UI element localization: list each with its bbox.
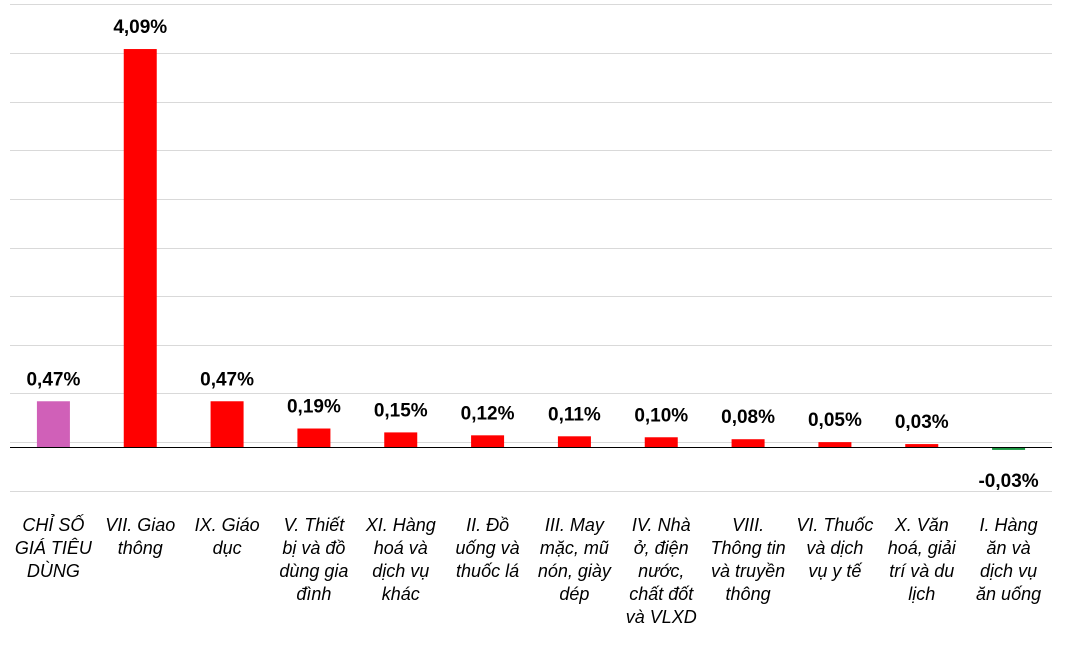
category-label: X. Văn hoá, giải trí và du lịch: [888, 515, 957, 604]
bar: [992, 447, 1026, 450]
data-label: 0,11%: [548, 404, 601, 425]
bar: [818, 442, 852, 447]
category-label: I. Hàng ăn và dịch vụ ăn uống: [976, 515, 1041, 604]
data-label: 0,10%: [634, 405, 688, 426]
data-label: -0,03%: [978, 471, 1038, 492]
bar: [557, 436, 591, 447]
bar: [471, 435, 505, 447]
data-label: 0,19%: [287, 397, 341, 418]
gridlines: [10, 4, 1052, 492]
category-label: XI. Hàng hoá và dịch vụ khác: [365, 515, 436, 604]
bar: [384, 432, 418, 447]
category-label: IV. Nhà ở, điện nước, chất đốt và VLXD: [626, 515, 697, 627]
category-label: VII. Giao thông: [105, 515, 175, 558]
bar: [731, 439, 765, 447]
category-label: VI. Thuốc và dịch vụ y tế: [796, 515, 873, 581]
data-label: 0,08%: [721, 407, 775, 428]
bar: [297, 428, 331, 447]
bar: [644, 437, 678, 447]
category-label: III. May mặc, mũ nón, giày dép: [538, 515, 612, 604]
category-label: VIII. Thông tin và truyền thông: [711, 515, 786, 604]
data-label: 0,05%: [808, 410, 862, 431]
category-label: II. Đồ uống và thuốc lá: [456, 515, 520, 581]
bar: [210, 401, 244, 447]
data-label: 0,15%: [374, 400, 428, 421]
category-label: IX. Giáo dục: [195, 515, 260, 558]
data-label: 0,47%: [26, 369, 80, 390]
data-label: 0,47%: [200, 369, 254, 390]
category-labels: CHỈ SỐ GIÁ TIÊU DÙNG VII. Giao thông IX. Giáo…: [15, 514, 1041, 627]
value-labels: 0,47% 4,09% 0,47% 0,19% 0,15% 0,12% 0,11% 0,10%…: [26, 17, 1038, 492]
bar: [36, 401, 70, 447]
data-label: 0,03%: [895, 412, 949, 433]
bar: [905, 444, 939, 447]
bars: [36, 49, 1026, 450]
category-label: CHỈ SỐ GIÁ TIÊU DÙNG: [15, 514, 93, 581]
data-label: 4,09%: [113, 17, 167, 38]
bar: [123, 49, 157, 447]
category-label: V. Thiết bị và đồ dùng gia đình: [279, 515, 348, 604]
data-label: 0,12%: [461, 403, 515, 424]
